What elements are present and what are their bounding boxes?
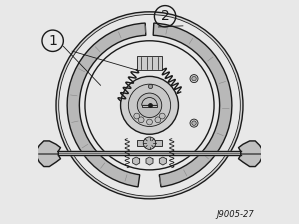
Circle shape bbox=[192, 76, 196, 81]
Circle shape bbox=[137, 93, 162, 118]
Circle shape bbox=[56, 12, 243, 199]
Text: 2: 2 bbox=[161, 9, 170, 23]
Circle shape bbox=[134, 113, 140, 119]
Circle shape bbox=[143, 137, 156, 149]
Polygon shape bbox=[239, 141, 263, 166]
Circle shape bbox=[190, 75, 198, 83]
Bar bbox=[142, 105, 157, 107]
Polygon shape bbox=[133, 157, 140, 165]
Circle shape bbox=[128, 84, 171, 127]
Bar bbox=[137, 56, 162, 70]
Circle shape bbox=[147, 119, 152, 125]
Polygon shape bbox=[36, 141, 60, 166]
Polygon shape bbox=[146, 157, 153, 165]
Circle shape bbox=[192, 121, 196, 125]
Polygon shape bbox=[159, 157, 166, 165]
Circle shape bbox=[155, 117, 161, 123]
Circle shape bbox=[85, 41, 214, 170]
Circle shape bbox=[59, 15, 240, 196]
Wedge shape bbox=[67, 23, 146, 187]
Wedge shape bbox=[142, 97, 157, 105]
Text: J9005-27: J9005-27 bbox=[216, 210, 254, 219]
Circle shape bbox=[138, 117, 144, 123]
Circle shape bbox=[190, 119, 198, 127]
Circle shape bbox=[159, 113, 165, 119]
Bar bbox=[137, 140, 162, 146]
Circle shape bbox=[120, 76, 179, 134]
Text: 1: 1 bbox=[48, 34, 57, 48]
Wedge shape bbox=[153, 23, 232, 187]
